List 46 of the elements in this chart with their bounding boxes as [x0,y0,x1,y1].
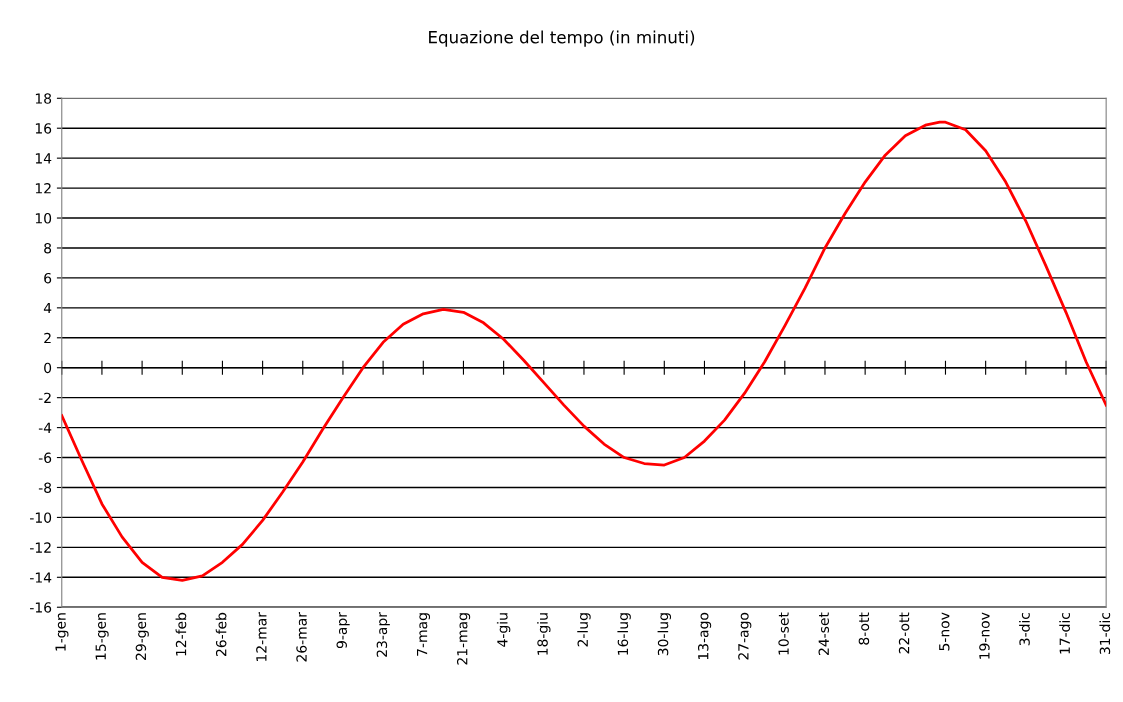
x-tick-label: 21-mag [456,613,471,665]
x-tick-label: 3-dic [1019,612,1030,646]
x-tick-label: 26-feb [215,612,227,657]
y-tick-label: 10 [35,213,52,224]
x-tick-label: 12-mar [256,612,267,661]
x-tick-label: 24-set [818,612,829,655]
x-tick-label: 8-ott [858,612,870,645]
chart-title: Equazione del tempo (in minuti) [429,30,695,47]
y-tick-label: 16 [35,123,52,134]
x-tick-label: 7-mag [416,613,431,656]
x-tick-label: 16-lug [617,613,631,655]
x-tick-label: 2-lug [577,613,591,647]
y-tick-label: -2 [38,392,51,403]
x-tick-label: 29-gen [135,613,149,660]
y-tick-label: -4 [38,422,52,433]
y-tick-label: -6 [38,452,52,464]
x-tick-label: 17-dic [1059,612,1071,654]
x-tick-label: 19-nov [979,612,990,659]
x-tick-label: 18-giu [537,613,551,655]
x-tick-label: 10-set [778,612,789,655]
y-tick-label: 0 [44,362,52,374]
x-tick-label: 13-ago [697,612,712,660]
x-tick-label: 1-gen [55,613,69,651]
x-tick-label: 12-feb [175,612,187,656]
y-tick-label: 6 [44,272,52,284]
x-tick-label: 23-apr [376,612,390,657]
y-tick-label: -10 [30,512,52,523]
y-tick-label: 14 [35,153,52,164]
x-tick-label: 31-dic [1099,612,1111,655]
x-tick-label: 5-nov [939,612,950,651]
x-tick-label: 15-gen [95,613,109,660]
x-tick-label: 9-apr [336,612,350,649]
y-tick-label: 12 [35,183,51,194]
y-tick-label: -12 [30,542,51,553]
y-tick-label: 2 [44,332,51,344]
x-tick-label: 27-ago [738,612,752,660]
x-tick-label: 26-mar [296,612,307,662]
y-tick-label: -16 [30,602,52,613]
y-tick-label: 4 [43,303,52,314]
x-tick-label: 22-ott [898,612,910,654]
y-tick-label: -14 [30,572,52,583]
y-tick-label: 8 [44,242,52,254]
x-tick-label: 4-giu [496,613,511,647]
x-tick-label: 30-lug [657,613,672,656]
y-tick-label: 18 [35,93,52,104]
y-tick-label: -8 [38,482,52,493]
